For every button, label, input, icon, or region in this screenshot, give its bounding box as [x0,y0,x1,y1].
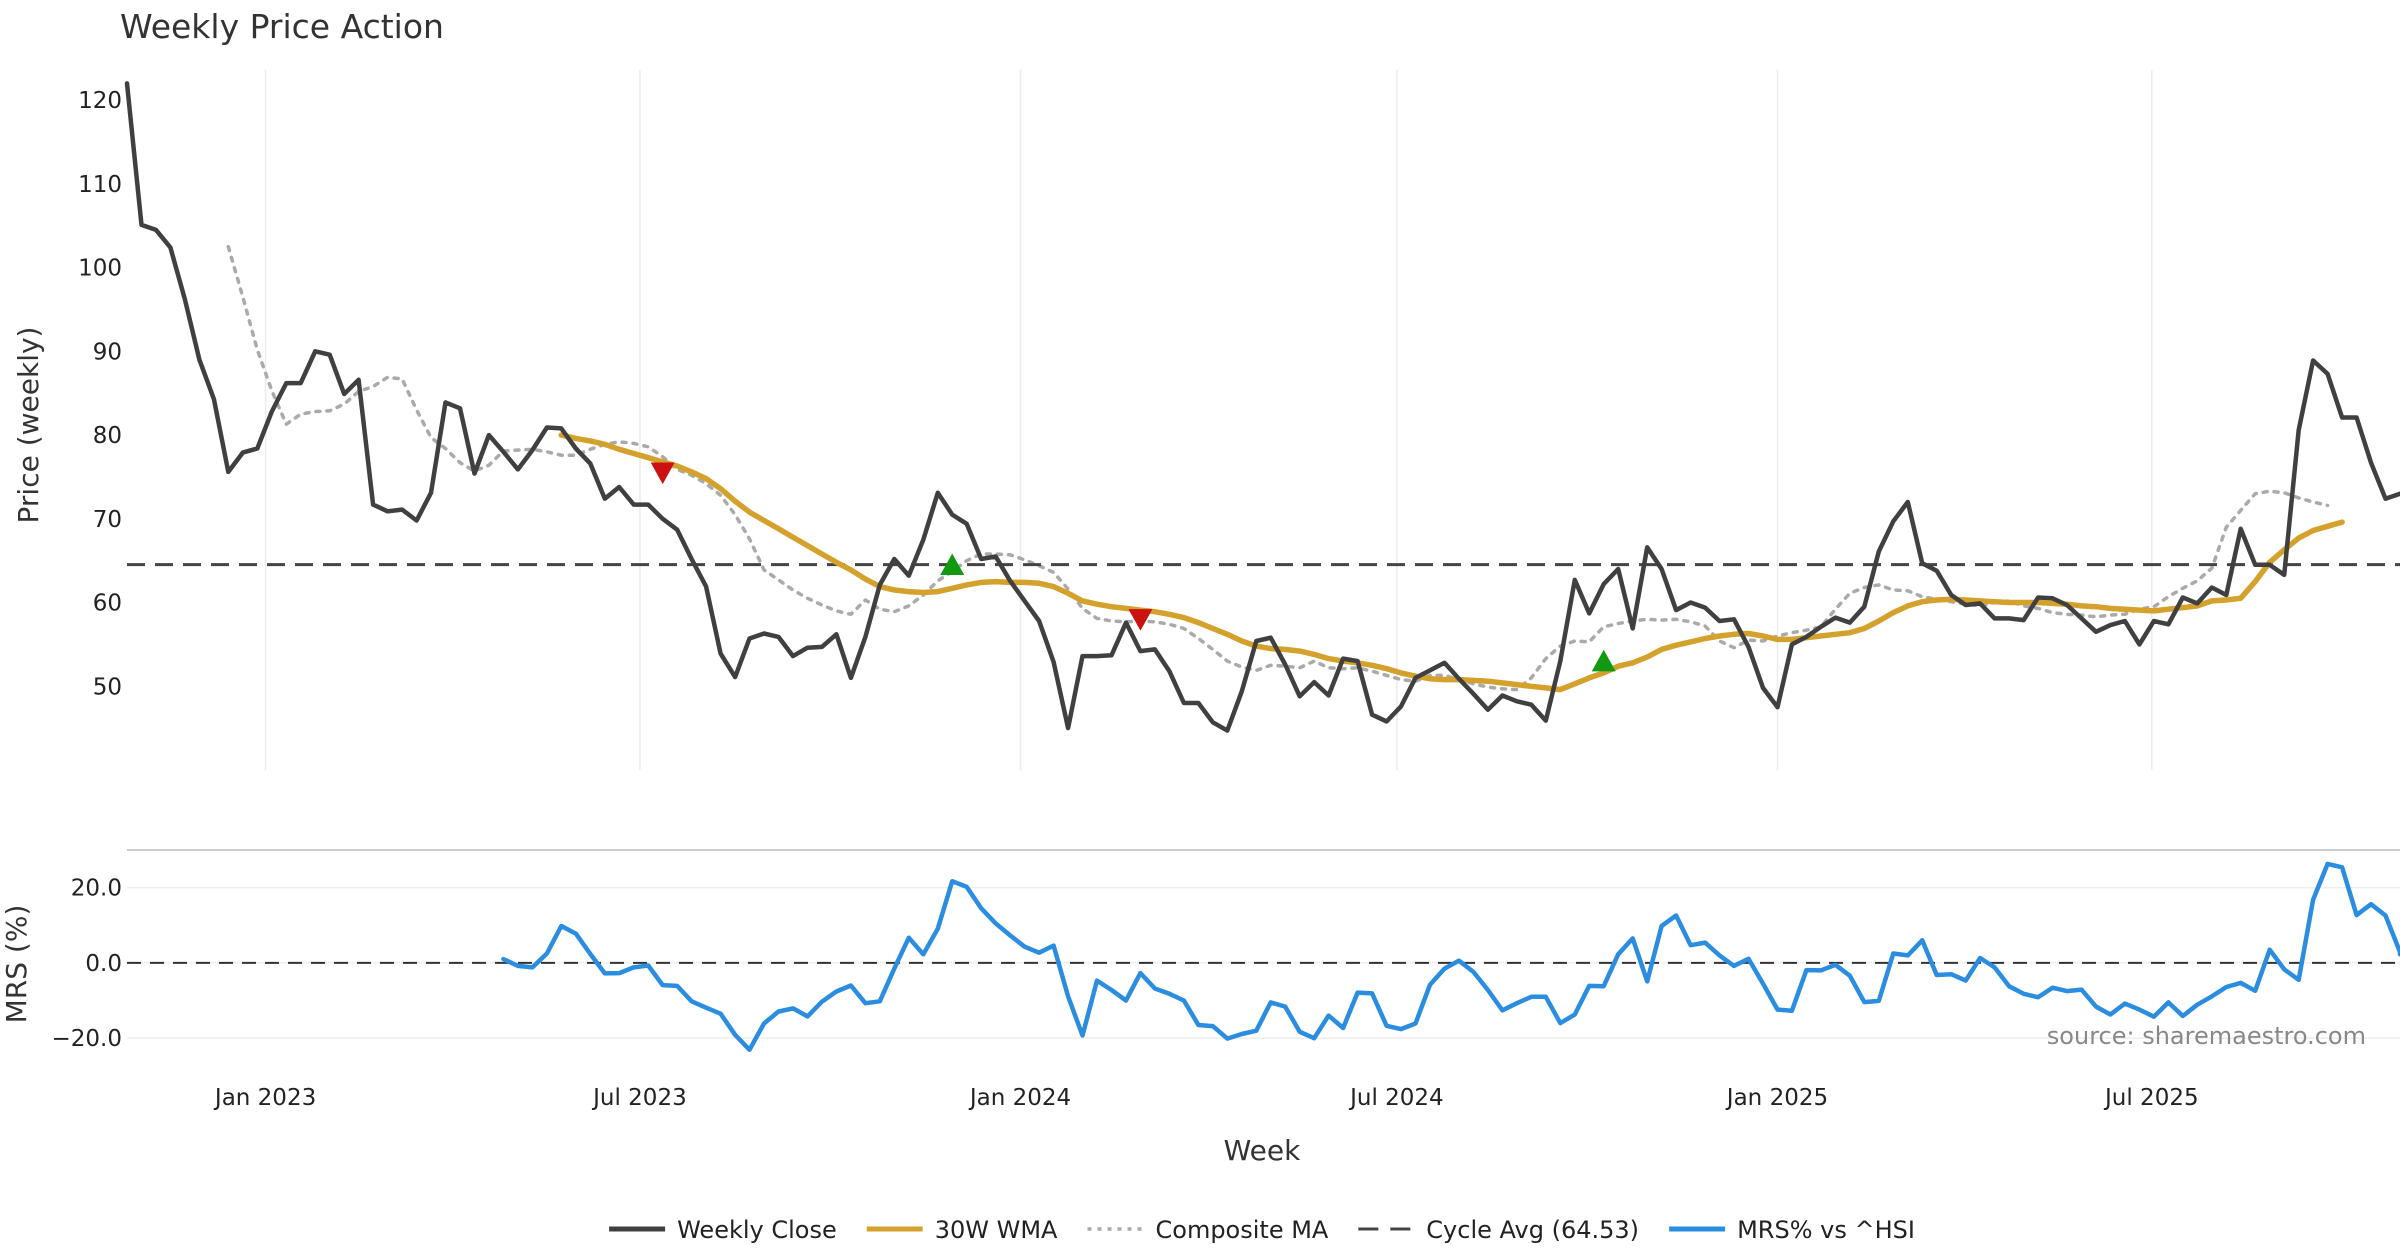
mrs-panel [127,861,2400,1053]
legend-label: Cycle Avg (64.53) [1426,1216,1639,1244]
price-y-axis-label: Price (weekly) [12,327,45,524]
x-tick-label: Jan 2023 [213,1085,316,1111]
x-axis-label: Week [1224,1134,1301,1167]
price-y-tick-label: 110 [78,172,122,198]
legend-label: Composite MA [1156,1216,1329,1244]
mrs-grid [127,849,2400,1039]
mrs-line [501,861,2400,1053]
price-y-tick-label: 70 [93,507,122,533]
legend-item-cycle-avg-64-53: Cycle Avg (64.53) [1358,1216,1639,1244]
legend-item-mrs-vs-hsi: MRS% vs ^HSI [1669,1216,1915,1244]
sell-signal-marker [1128,609,1153,631]
legend-item-30w-wma: 30W WMA [866,1216,1058,1244]
legend-label: Weekly Close [677,1216,837,1244]
price-grid [264,70,2153,770]
legend-item-weekly-close: Weekly Close [609,1216,837,1244]
price-y-axis: 50 60 70 80 90 100 110 120 [78,88,122,700]
legend-item-composite-ma: Composite MA [1087,1216,1329,1244]
x-tick-label: Jan 2025 [1725,1085,1828,1111]
x-axis: Jan 2023 Jul 2023 Jan 2024 Jul 2024 Jan 2025… [213,1085,2199,1111]
price-y-tick-label: 80 [93,423,122,449]
x-tick-label: Jan 2024 [968,1085,1071,1111]
composite-ma-line [226,244,2330,692]
source-note: source: sharemaestro.com [2047,1022,2366,1050]
x-tick-label: Jul 2024 [1348,1085,1444,1111]
x-tick-label: Jul 2025 [2103,1085,2199,1111]
mrs-y-axis-label: MRS (%) [0,905,33,1024]
buy-signal-marker [940,553,965,576]
weekly-close-line [124,81,2400,733]
chart-title: Weekly Price Action [120,7,444,46]
buy-signal-marker [1591,649,1616,672]
price-y-tick-label: 50 [93,674,122,700]
price-panel [124,81,2400,733]
legend: Weekly Close 30W WMA Composite MA Cycle Avg… [609,1216,1915,1244]
price-y-tick-label: 120 [78,88,122,114]
price-y-tick-label: 90 [93,339,122,365]
mrs-y-tick-label: 20.0 [71,876,122,902]
mrs-y-tick-label: −20.0 [52,1026,122,1052]
x-tick-label: Jul 2023 [591,1085,687,1111]
sell-signal-marker [650,462,675,485]
legend-label: MRS% vs ^HSI [1737,1216,1915,1244]
legend-label: 30W WMA [935,1216,1058,1244]
price-y-tick-label: 60 [93,591,122,617]
mrs-y-axis: −20.0 0.0 20.0 [52,876,122,1053]
30w-wma-line [558,432,2345,693]
price-y-tick-label: 100 [78,256,122,282]
mrs-y-tick-label: 0.0 [85,951,122,977]
